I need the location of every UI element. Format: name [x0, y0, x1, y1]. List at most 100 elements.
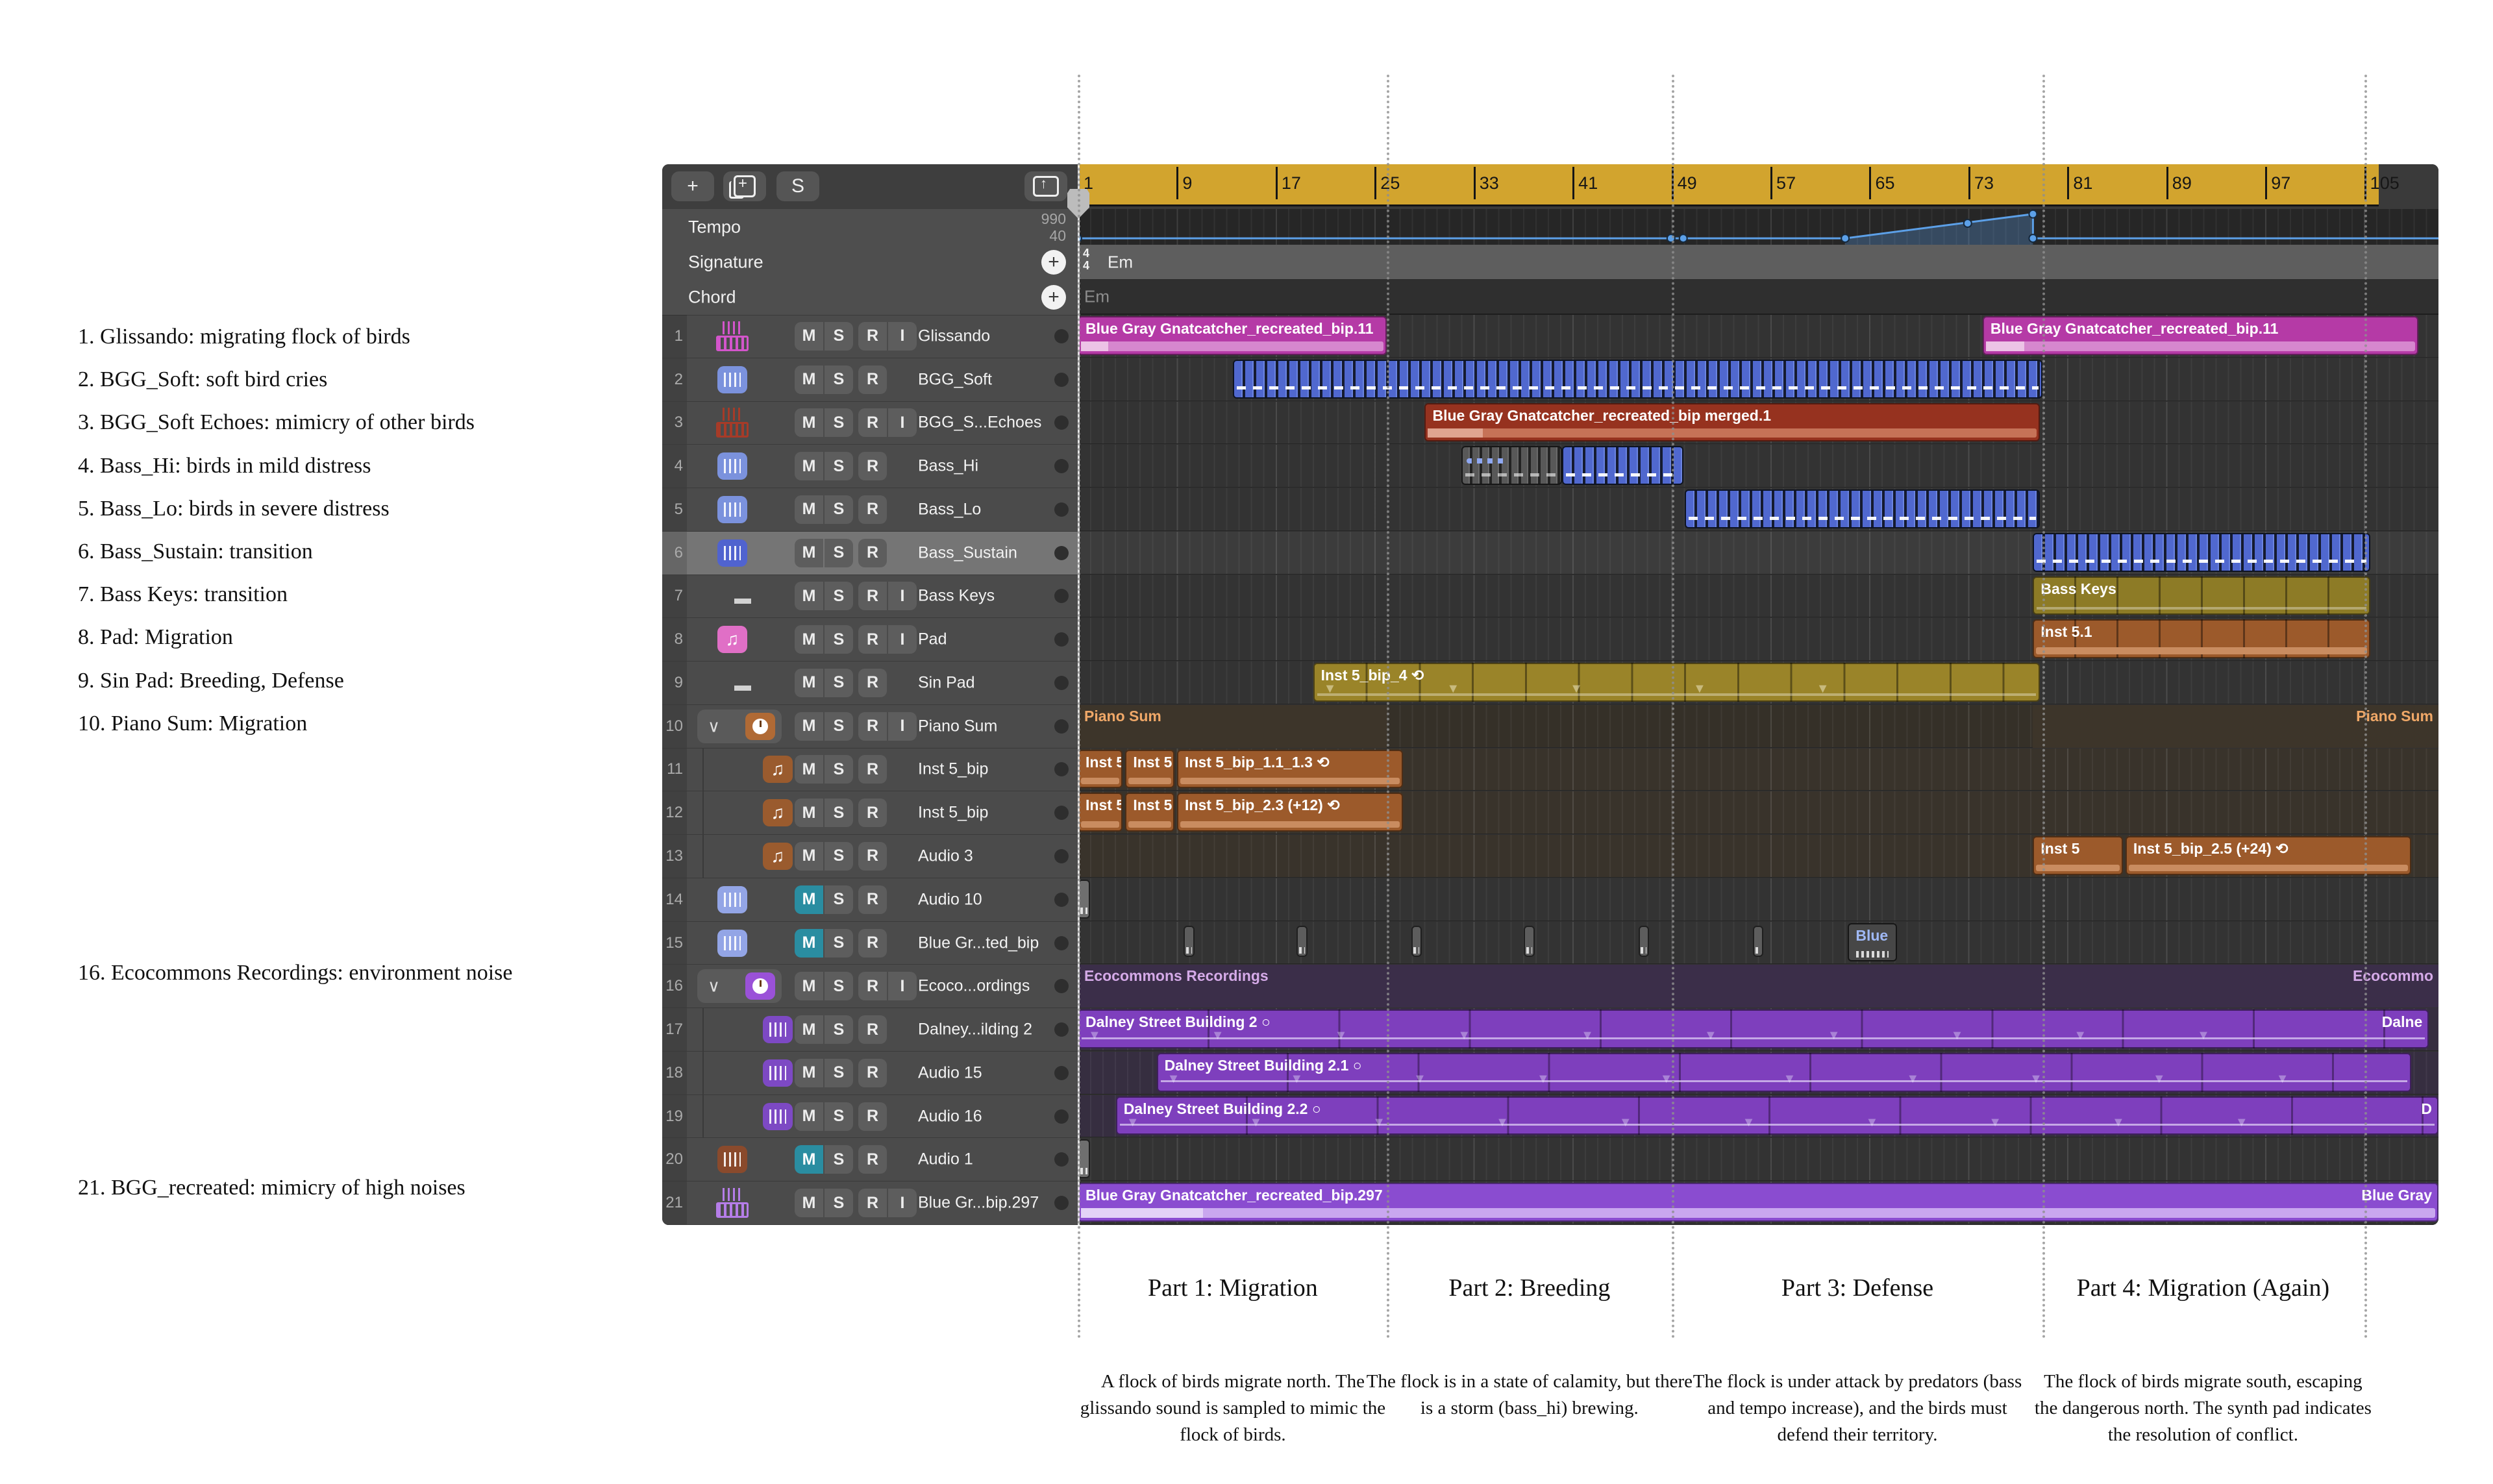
track-lane[interactable]: [1078, 878, 2438, 921]
record-button[interactable]: R: [858, 972, 887, 1001]
track-lane[interactable]: Inst 5 Inst 5 Inst 5_bip_1.1_1.3 ⟲: [1078, 748, 2438, 791]
track-header-row[interactable]: 11 ♫ M S R Inst 5_bip: [662, 748, 1078, 792]
input-monitor-button[interactable]: I: [888, 321, 917, 351]
track-header-row[interactable]: 12 ♫ M S R Inst 5_bip: [662, 791, 1078, 835]
record-button[interactable]: R: [858, 1015, 887, 1045]
input-monitor-button[interactable]: I: [888, 711, 917, 741]
small-audio-region[interactable]: [1638, 925, 1650, 958]
track-name[interactable]: Audio 1: [918, 1150, 973, 1169]
input-monitor-button[interactable]: I: [888, 625, 917, 654]
track-lane[interactable]: [1078, 531, 2438, 575]
solo-track-button[interactable]: S: [825, 625, 853, 654]
mute-button[interactable]: M: [795, 1189, 823, 1218]
track-name[interactable]: Ecoco...ordings: [918, 976, 1030, 995]
record-button[interactable]: R: [858, 798, 887, 828]
track-disclosure[interactable]: ∨: [697, 709, 782, 743]
track-enable-dot[interactable]: [1054, 848, 1069, 863]
track-lane[interactable]: Inst 5 Inst 5 Inst 5_bip_2.3 (+12) ⟲: [1078, 791, 2438, 835]
region[interactable]: [2033, 532, 2371, 572]
solo-track-button[interactable]: S: [825, 711, 853, 741]
tempo-lane[interactable]: [1078, 209, 2438, 245]
region[interactable]: Inst 5: [1125, 793, 1174, 832]
solo-button[interactable]: S: [776, 171, 819, 201]
mute-button[interactable]: M: [795, 365, 823, 394]
record-button[interactable]: R: [858, 365, 887, 394]
track-name[interactable]: Audio 10: [918, 890, 982, 909]
duplicate-track-button[interactable]: [723, 171, 766, 201]
track-enable-dot[interactable]: [1054, 589, 1069, 604]
mute-button[interactable]: M: [795, 625, 823, 654]
track-name[interactable]: BGG_Soft: [918, 370, 992, 389]
track-name[interactable]: Bass_Sustain: [918, 543, 1017, 562]
solo-track-button[interactable]: S: [825, 495, 853, 524]
signature-track-header[interactable]: Signature +: [662, 245, 1078, 280]
track-name[interactable]: Audio 3: [918, 847, 973, 865]
track-name[interactable]: Blue Gr...bip.297: [918, 1193, 1039, 1212]
track-name[interactable]: Pad: [918, 630, 947, 649]
bar-ruler[interactable]: 1 9 17 25 33 41 49 57 65 73 81 89 97 105: [1078, 164, 2438, 209]
add-track-button[interactable]: +: [671, 171, 714, 201]
track-enable-dot[interactable]: [1054, 328, 1069, 343]
region[interactable]: Dalney Street Building 2.1 ○ ▼▼▼▼▼▼▼▼▼▼: [1156, 1052, 2412, 1092]
region[interactable]: Inst 5.1: [2033, 619, 2371, 659]
mute-button[interactable]: M: [795, 668, 823, 697]
record-button[interactable]: R: [858, 1189, 887, 1218]
record-button[interactable]: R: [858, 1058, 887, 1087]
track-enable-dot[interactable]: [1054, 1152, 1069, 1167]
track-header-row[interactable]: 16 ∨ M S R I Ecoco...ordings: [662, 965, 1078, 1009]
solo-track-button[interactable]: S: [825, 755, 853, 784]
add-chord-icon[interactable]: +: [1041, 285, 1066, 310]
track-enable-dot[interactable]: [1054, 502, 1069, 517]
solo-track-button[interactable]: S: [825, 365, 853, 394]
track-enable-dot[interactable]: [1054, 1022, 1069, 1037]
track-lane[interactable]: Inst 5 Inst 5_bip_2.5 (+24) ⟲: [1078, 835, 2438, 878]
track-lane[interactable]: Dalney Street Building 2 ○ Dalne ▼▼▼▼▼▼▼▼▼…: [1078, 1008, 2438, 1051]
track-name[interactable]: Bass_Lo: [918, 500, 982, 519]
input-monitor-button[interactable]: I: [888, 408, 917, 438]
track-enable-dot[interactable]: [1054, 545, 1069, 560]
track-lane[interactable]: Bass Keys: [1078, 575, 2438, 618]
small-audio-region[interactable]: [1296, 925, 1308, 958]
solo-track-button[interactable]: S: [825, 928, 853, 958]
track-enable-dot[interactable]: [1054, 892, 1069, 907]
record-button[interactable]: R: [858, 408, 887, 438]
region[interactable]: Dalney Street Building 2.2 ○ D ▼▼▼▼▼▼▼▼▼▼: [1115, 1096, 2438, 1135]
track-enable-dot[interactable]: [1054, 1109, 1069, 1124]
region[interactable]: Blue: [1848, 922, 1897, 962]
track-lane[interactable]: Dalney Street Building 2.2 ○ D ▼▼▼▼▼▼▼▼▼▼: [1078, 1094, 2438, 1138]
mute-button[interactable]: M: [795, 538, 823, 567]
solo-track-button[interactable]: S: [825, 321, 853, 351]
mute-button[interactable]: M: [795, 841, 823, 871]
region[interactable]: [1562, 446, 1683, 486]
tempo-track-header[interactable]: Tempo 990 40: [662, 209, 1078, 245]
record-button[interactable]: R: [858, 1145, 887, 1174]
track-enable-dot[interactable]: [1054, 632, 1069, 647]
chord-lane[interactable]: Em: [1078, 280, 2438, 315]
track-enable-dot[interactable]: [1054, 459, 1069, 474]
region[interactable]: Inst 5: [1078, 793, 1123, 832]
track-name[interactable]: Blue Gr...ted_bip: [918, 934, 1039, 952]
mute-button[interactable]: M: [795, 1058, 823, 1087]
mute-button[interactable]: M: [795, 711, 823, 741]
track-lane[interactable]: [1078, 358, 2438, 401]
mute-button[interactable]: M: [795, 495, 823, 524]
mute-button[interactable]: M: [795, 1145, 823, 1174]
track-lane[interactable]: Ecocommons Recordings Ecocommo: [1078, 965, 2438, 1008]
track-header-row[interactable]: 10 ∨ M S R I Piano Sum: [662, 704, 1078, 748]
folder-summary-region[interactable]: Piano Sum: [1078, 704, 1387, 748]
region[interactable]: Inst 5_bip_2.5 (+24) ⟲: [2125, 836, 2412, 875]
solo-track-button[interactable]: S: [825, 1102, 853, 1131]
record-button[interactable]: R: [858, 928, 887, 958]
track-lane[interactable]: [1078, 1138, 2438, 1181]
track-lane[interactable]: Blue: [1078, 921, 2438, 965]
